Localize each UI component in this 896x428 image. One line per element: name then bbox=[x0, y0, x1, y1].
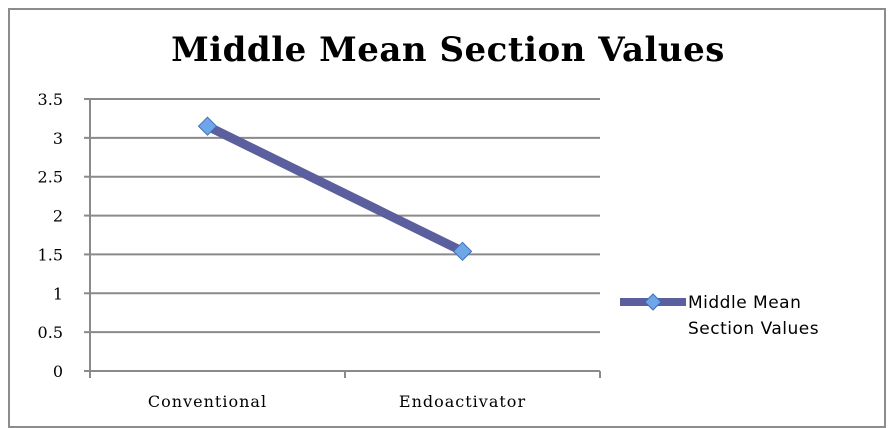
legend-marker bbox=[644, 293, 662, 311]
series-layer bbox=[197, 116, 473, 262]
legend: Middle Mean Section Values bbox=[620, 293, 819, 339]
y-tick-label: 2.5 bbox=[38, 168, 63, 187]
y-tick-label: 1.5 bbox=[38, 245, 63, 264]
x-tick-label: Conventional bbox=[148, 392, 267, 411]
y-tick-label: 0.5 bbox=[38, 323, 63, 342]
y-tick-label: 1 bbox=[53, 284, 63, 303]
y-tick-labels: 0 0.5 1 1.5 2 2.5 3 3.5 bbox=[38, 90, 63, 381]
chart-frame bbox=[8, 8, 886, 428]
y-tick-label: 2 bbox=[53, 207, 63, 226]
y-tick-label: 3 bbox=[53, 129, 63, 148]
y-tick-label: 3.5 bbox=[38, 90, 63, 109]
data-point-marker bbox=[197, 116, 218, 136]
chart-title: Middle Mean Section Values bbox=[171, 30, 725, 70]
data-point-marker bbox=[452, 241, 473, 262]
grid-lines bbox=[84, 98, 601, 378]
legend-label: Middle Mean bbox=[688, 293, 801, 313]
y-tick-label: 0 bbox=[53, 362, 63, 381]
legend-label: Section Values bbox=[688, 319, 819, 339]
series-line bbox=[205, 122, 465, 256]
x-tick-label: Endoactivator bbox=[399, 392, 526, 411]
x-tick-labels: Conventional Endoactivator bbox=[148, 392, 526, 411]
line-chart: 0 0.5 1 1.5 2 2.5 3 3.5 Conventional Endoactivat… bbox=[38, 90, 819, 411]
